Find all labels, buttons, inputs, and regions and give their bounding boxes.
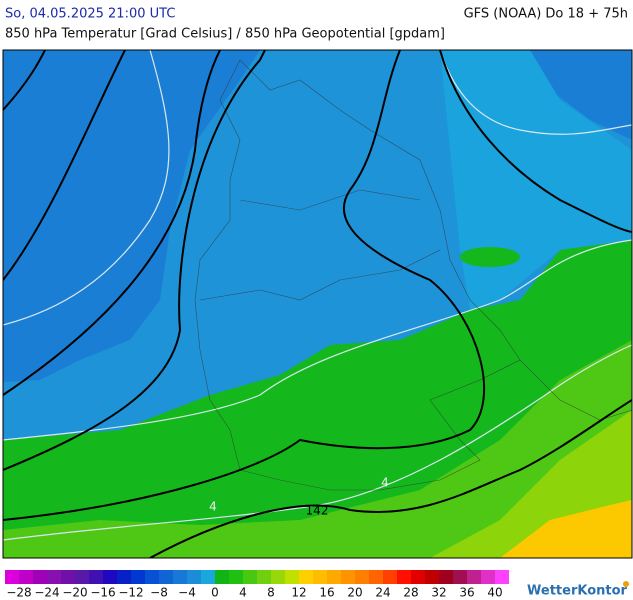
map-frame xyxy=(2,49,633,559)
legend-label: 12 xyxy=(291,586,306,600)
legend-swatch xyxy=(117,570,131,584)
legend-label: 40 xyxy=(487,586,502,600)
legend-swatch xyxy=(47,570,61,584)
legend-swatch xyxy=(467,570,481,584)
legend-label: −16 xyxy=(90,586,115,600)
legend-swatch xyxy=(271,570,285,584)
legend-swatch xyxy=(257,570,271,584)
legend-swatch xyxy=(33,570,47,584)
datetime: So, 04.05.2025 21:00 UTC xyxy=(5,7,175,22)
legend-swatch xyxy=(411,570,425,584)
legend-swatch xyxy=(215,570,229,584)
legend-swatch xyxy=(75,570,89,584)
legend-swatch xyxy=(103,570,117,584)
legend-swatch xyxy=(243,570,257,584)
field xyxy=(500,500,632,558)
borders xyxy=(194,59,632,491)
geopotential-contours xyxy=(3,50,632,558)
legend-swatch xyxy=(369,570,383,584)
legend-swatch xyxy=(355,570,369,584)
legend-label: −28 xyxy=(6,586,31,600)
legend-swatch xyxy=(187,570,201,584)
legend-label: 8 xyxy=(267,586,275,600)
field xyxy=(3,340,632,558)
legend-label: −8 xyxy=(150,586,168,600)
legend-swatch xyxy=(285,570,299,584)
legend-label: 32 xyxy=(431,586,446,600)
legend-swatch xyxy=(229,570,243,584)
contour-label: 4 xyxy=(381,476,389,490)
legend-label: 24 xyxy=(375,586,390,600)
legend-swatch xyxy=(19,570,33,584)
contour-label: 142 xyxy=(306,504,329,518)
field xyxy=(530,50,632,140)
model-run: GFS (NOAA) Do 18 + 75h xyxy=(464,7,628,22)
field xyxy=(460,247,520,267)
contour-label: 4 xyxy=(209,500,217,514)
legend-swatch xyxy=(495,570,509,584)
legend-swatch xyxy=(425,570,439,584)
legend-label: 28 xyxy=(403,586,418,600)
legend-label: 36 xyxy=(459,586,474,600)
legend-swatch xyxy=(61,570,75,584)
isotherms xyxy=(3,50,632,541)
legend-swatch xyxy=(159,570,173,584)
legend-swatch xyxy=(327,570,341,584)
legend-swatch xyxy=(453,570,467,584)
legend-swatch xyxy=(173,570,187,584)
legend-swatch xyxy=(383,570,397,584)
brand-icon xyxy=(623,581,629,587)
field xyxy=(440,50,632,310)
map: 142 4 4 xyxy=(2,49,633,559)
legend-label: −4 xyxy=(178,586,196,600)
legend-swatch xyxy=(397,570,411,584)
legend-swatch xyxy=(299,570,313,584)
legend-label: −12 xyxy=(118,586,143,600)
legend-label: 0 xyxy=(211,586,219,600)
legend-label: −24 xyxy=(34,586,59,600)
legend-swatch xyxy=(481,570,495,584)
legend-swatch xyxy=(313,570,327,584)
legend-swatch xyxy=(145,570,159,584)
legend-swatch xyxy=(5,570,19,584)
legend-label: 16 xyxy=(319,586,334,600)
legend-label: 4 xyxy=(239,586,247,600)
legend-swatch xyxy=(89,570,103,584)
legend-swatch xyxy=(131,570,145,584)
legend-swatch xyxy=(341,570,355,584)
legend-swatch xyxy=(439,570,453,584)
legend-label: −20 xyxy=(62,586,87,600)
legend-label: 20 xyxy=(347,586,362,600)
subtitle: 850 hPa Temperatur [Grad Celsius] / 850 … xyxy=(5,27,445,42)
legend-swatch xyxy=(201,570,215,584)
legend: −28 −24 −20 −16 −12 −8 −4 0 4 8 12 16 20 24 28 32 36 40 xyxy=(5,570,509,600)
brand: WetterKontor xyxy=(527,584,628,599)
